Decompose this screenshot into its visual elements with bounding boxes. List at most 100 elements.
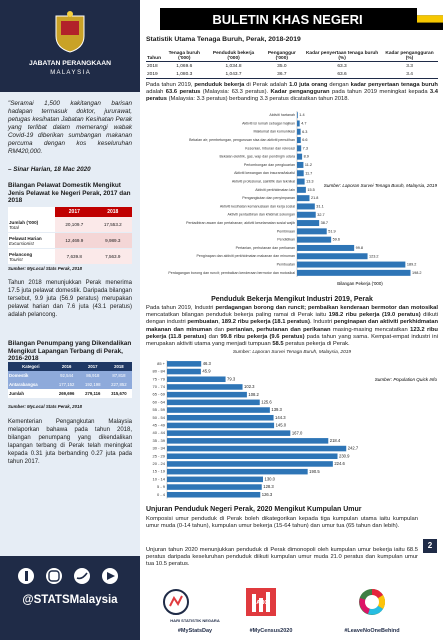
category-label: 50 - 54 <box>153 415 166 420</box>
bar <box>297 253 368 260</box>
value-label: 31.1 <box>316 204 323 208</box>
row-sublabel: Excursionist <box>9 240 34 246</box>
table-cell: 7,639.8 <box>55 248 94 265</box>
industry-chart: Aktiviti hartanah 1.4 Aktiviti isi rumah s… <box>168 111 437 286</box>
social-icons <box>18 568 118 584</box>
row-label: Pelawat Harian Excursionist <box>8 232 56 249</box>
table-row: Antarabangsa 177,152 192,198 227,852 <box>8 380 132 389</box>
table-row: 2019 1,080.3 1,043.7 36.7 63.6 3.4 <box>146 70 438 79</box>
category-label: Perlombongan dan pengkuarian <box>244 163 295 167</box>
table-cell: 92,544 <box>53 371 80 380</box>
bar <box>167 414 274 421</box>
table-header-cell: 2017 <box>55 207 94 217</box>
text-run: peratus pekerja di Perak. <box>283 341 350 348</box>
bar <box>297 137 301 144</box>
text-run: (Malaysia: 3.3 peratus) berbanding 3.3 p… <box>166 96 350 103</box>
category-label: Aktiviti isi rumah sebagai majikan <box>242 121 295 125</box>
industry-text: Pada tahun 2019, Industri perdagangan bo… <box>146 305 438 348</box>
category-label: Aktiviti perkhidmatan lain <box>255 188 295 192</box>
bar <box>297 228 327 235</box>
value-label: 190.5 <box>309 469 320 474</box>
value-label: 126.3 <box>262 492 273 497</box>
table: Tahun Tenaga buruh ('000) Penduduk bekerja… <box>146 45 438 79</box>
table-row: Pelawat Harian Excursionist 12,469.9 9,989.… <box>8 232 132 249</box>
value-label: 38.7 <box>321 221 328 225</box>
table-corner <box>8 207 56 217</box>
table-cell: 87,818 <box>105 371 132 380</box>
category-label: Bekalan air; pembetungan, pengurusan sis… <box>189 138 295 142</box>
category-label: 70 - 74 <box>153 384 166 389</box>
passengers-text: Kementerian Pengangkutan Malaysia melapo… <box>8 419 132 465</box>
bar <box>167 399 260 406</box>
table-cell: 9,989.3 <box>93 232 132 249</box>
row-label: Jumlah ('000) Total <box>8 217 56 233</box>
table-cell: 1,069.6 <box>176 63 193 69</box>
category-label: Aktiviti kewangan dan insurans/takaful <box>234 171 295 175</box>
bar <box>167 422 275 429</box>
value-label: 51.9 <box>328 229 335 233</box>
chart-source: Sumber: Population Quick Info <box>375 377 438 382</box>
bar <box>297 161 304 168</box>
header-bar <box>160 8 443 30</box>
table-cell: 20,109.7 <box>55 217 94 233</box>
value-label: 6.3 <box>302 130 307 134</box>
table-cell: Antarabangsa <box>8 380 54 389</box>
hashtag: #LeaveNoOneBehind <box>344 628 400 634</box>
visitors-text: Tahun 2018 menunjukkan Perak menerima 17… <box>8 280 132 318</box>
labour-text: Pada tahun 2019, penduduk bekerja di Per… <box>146 82 438 104</box>
category-label: Bekalan elektrik, gas, wap dan pendingin… <box>219 155 295 159</box>
text-run: dengan <box>327 82 351 88</box>
bar <box>297 186 306 193</box>
table-cell: 3.4 <box>381 70 438 79</box>
category-label: Kesenian, hiburan dan rekreasi <box>245 146 295 150</box>
text-run: di Perak adalah <box>244 82 290 88</box>
value-label: 21.8 <box>311 196 318 200</box>
value-label: 11.7 <box>305 171 312 175</box>
table-header-cell: 2018 <box>105 362 132 371</box>
table-row: Jumlah ('000) Total 20,109.7 17,553.2 <box>8 217 132 233</box>
bar <box>167 430 291 436</box>
table-cell: 279,116 <box>79 389 106 398</box>
category-label: 60 - 64 <box>153 399 166 404</box>
value-label: 230.9 <box>339 453 350 458</box>
visitors-table: 2017 2018 Jumlah ('000) Total 20,109.7 17,553… <box>8 207 132 265</box>
category-label: Aktiviti profesional, saintifik dan tekn… <box>232 180 295 184</box>
text-run: dan <box>206 333 221 340</box>
value-label: 8.9 <box>304 155 309 159</box>
table-header-cell: Kadar penyertaan tenaga buruh (%) <box>303 45 382 62</box>
org-name: JABATAN PERANGKAAN <box>28 60 112 67</box>
industry-title: Penduduk Bekerja Mengikut Industri 2019,… <box>211 296 373 303</box>
value-label: 125.6 <box>261 399 272 404</box>
category-label: 55 - 59 <box>153 407 166 412</box>
table-cell: 7,563.9 <box>93 248 132 265</box>
bar <box>167 361 202 367</box>
table: 2017 2018 Jumlah ('000) Total 20,109.7 17,553… <box>8 207 132 265</box>
table-cell: 63.3 <box>337 63 347 69</box>
bar <box>167 438 329 444</box>
text-run: diikuti dengan industri <box>146 312 438 326</box>
value-label: 139.3 <box>271 407 282 412</box>
category-label: Aktiviti kesihatan kemanusiaan dan kerja… <box>220 204 295 208</box>
passengers-source: Sumber: MyLocal Stats Perak, 2018 <box>8 404 82 409</box>
bar <box>297 220 320 227</box>
bar <box>167 445 347 452</box>
table-cell: Jumlah <box>8 389 54 398</box>
category-label: 5 - 9 <box>157 484 166 489</box>
text-run: pada tahun yang sama. Kempat-empat indus… <box>146 333 438 348</box>
value-label: 46.3 <box>203 361 212 366</box>
passengers-table: Kategori 2016 2017 2018 Domestik 92,544 86,918… <box>8 362 132 398</box>
bold-text: 58.5 <box>272 341 284 348</box>
row-sublabel: Tourist <box>9 256 23 262</box>
bar <box>167 491 261 498</box>
value-label: 123.2 <box>369 254 379 258</box>
table-header-cell: Penduduk bekerja ('000) <box>206 45 261 62</box>
bold-text: pembuatan <box>187 319 219 326</box>
category-label: 45 - 49 <box>153 423 166 428</box>
table-row: Tahun Tenaga buruh ('000) Penduduk bekerja… <box>146 45 438 62</box>
value-label: 242.7 <box>348 446 359 451</box>
bar <box>167 391 247 398</box>
category-label: Maklumat dan komunikasi <box>253 130 295 134</box>
category-label: Pembinaan <box>277 229 295 233</box>
bar <box>297 269 411 276</box>
